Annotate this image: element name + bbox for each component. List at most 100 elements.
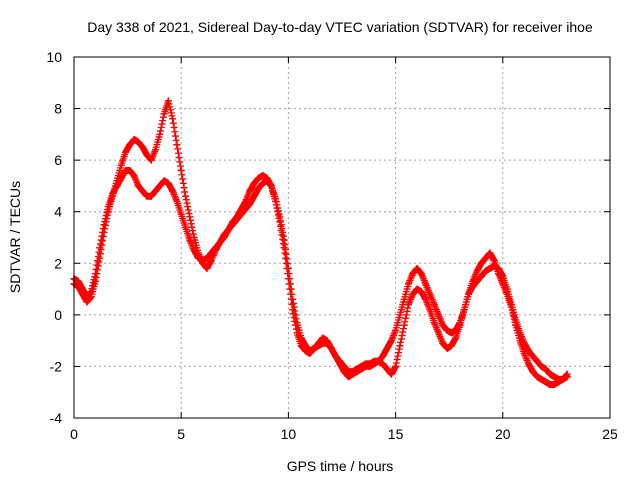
data-point — [207, 249, 215, 257]
data-point — [340, 362, 348, 370]
data-point — [113, 182, 121, 190]
data-point — [387, 370, 395, 378]
data-point — [452, 334, 460, 342]
data-point — [276, 213, 284, 221]
axis-ticks: 0 5 10 15 20 25 -4 -2 0 2 4 6 8 10 — [46, 49, 618, 442]
data-point — [100, 221, 108, 229]
data-point — [525, 360, 533, 368]
data-point — [430, 319, 438, 327]
data-point — [366, 360, 374, 368]
data-point — [512, 316, 520, 324]
data-point — [254, 185, 262, 193]
data-point — [422, 280, 430, 288]
data-point — [173, 197, 181, 205]
data-point — [246, 200, 254, 208]
data-point — [254, 174, 262, 182]
data-point — [559, 375, 567, 383]
data-point — [310, 344, 318, 352]
data-point — [190, 246, 198, 254]
data-point — [486, 249, 494, 257]
data-point — [542, 378, 550, 386]
data-point — [169, 187, 177, 195]
data-point — [392, 362, 400, 370]
data-point — [529, 352, 537, 360]
data-point — [443, 344, 451, 352]
data-point — [134, 138, 142, 146]
data-point — [194, 254, 202, 262]
data-point — [117, 174, 125, 182]
data-point — [259, 172, 267, 180]
x-tick-label: 10 — [281, 426, 297, 442]
data-point — [473, 267, 481, 275]
data-point — [250, 179, 258, 187]
data-point — [164, 179, 172, 187]
data-point — [529, 368, 537, 376]
data-point — [417, 270, 425, 278]
x-tick-label: 25 — [602, 426, 618, 442]
data-point — [139, 187, 147, 195]
data-point — [464, 290, 472, 298]
data-point — [237, 210, 245, 218]
y-tick-label: 4 — [54, 204, 62, 220]
data-point — [134, 182, 142, 190]
data-point — [242, 205, 250, 213]
data-point — [447, 329, 455, 337]
y-tick-label: 2 — [54, 255, 62, 271]
data-point — [400, 295, 408, 303]
data-point — [469, 282, 477, 290]
data-point — [224, 226, 232, 234]
x-tick-label: 0 — [70, 426, 78, 442]
data-point — [143, 151, 151, 159]
data-point — [327, 344, 335, 352]
data-point — [272, 195, 280, 203]
data-point — [151, 146, 159, 154]
plot-frame — [73, 56, 611, 419]
data-point — [216, 239, 224, 247]
data-point — [396, 342, 404, 350]
data-point — [130, 136, 138, 144]
data-point — [383, 365, 391, 373]
data-point — [413, 264, 421, 272]
data-point — [456, 321, 464, 329]
series-2 — [70, 166, 571, 383]
chart-title: Day 338 of 2021, Sidereal Day-to-day VTE… — [87, 19, 593, 35]
data-point — [169, 115, 177, 123]
data-point — [426, 306, 434, 314]
data-point — [379, 360, 387, 368]
data-point — [186, 213, 194, 221]
data-point — [520, 350, 528, 358]
y-tick-label: 8 — [54, 101, 62, 117]
data-point — [207, 257, 215, 265]
data-point — [525, 347, 533, 355]
data-point — [229, 221, 237, 229]
data-point — [297, 334, 305, 342]
data-point — [550, 373, 558, 381]
data-point — [477, 272, 485, 280]
data-point — [417, 288, 425, 296]
x-tick-label: 15 — [388, 426, 404, 442]
data-point — [542, 365, 550, 373]
data-point — [404, 280, 412, 288]
series-2-markers — [70, 166, 571, 383]
data-point — [323, 339, 331, 347]
data-point — [233, 215, 241, 223]
y-tick-label: -2 — [50, 358, 63, 374]
data-point — [284, 264, 292, 272]
data-point — [130, 172, 138, 180]
data-point — [289, 295, 297, 303]
data-markers — [70, 97, 571, 388]
y-axis-label: SDTVAR / TECUs — [7, 181, 23, 293]
y-tick-label: 6 — [54, 152, 62, 168]
data-point — [495, 264, 503, 272]
data-point — [430, 301, 438, 309]
data-point — [156, 182, 164, 190]
data-point — [357, 362, 365, 370]
data-point — [482, 267, 490, 275]
data-point — [396, 311, 404, 319]
data-point — [121, 148, 129, 156]
data-point — [151, 187, 159, 195]
data-point — [173, 141, 181, 149]
data-point — [426, 290, 434, 298]
data-point — [353, 365, 361, 373]
